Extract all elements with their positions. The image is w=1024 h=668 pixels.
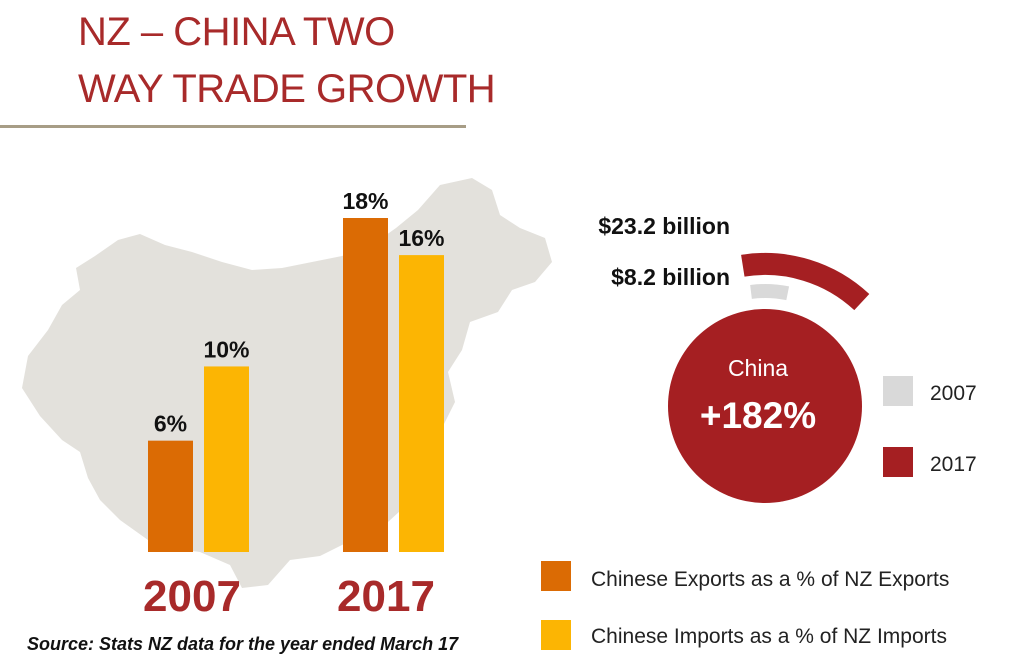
china-map-icon bbox=[22, 178, 552, 588]
bar-imports-2017 bbox=[399, 255, 444, 552]
bar-value-label: 6% bbox=[154, 411, 187, 437]
legend-swatch-exports bbox=[541, 561, 571, 591]
x-tick-2017: 2017 bbox=[337, 572, 435, 621]
bar-exports-2017 bbox=[343, 218, 388, 552]
amount-label-2007: $8.2 billion bbox=[611, 264, 730, 290]
ring-legend-label-2017: 2017 bbox=[930, 453, 977, 476]
title-line-1: NZ – CHINA TWO bbox=[78, 10, 395, 54]
ring-arc-2007 bbox=[750, 284, 790, 301]
legend-label-exports: Chinese Exports as a % of NZ Exports bbox=[591, 568, 949, 591]
ring-center-label: China bbox=[728, 355, 788, 381]
source-note: Source: Stats NZ data for the year ended… bbox=[27, 634, 459, 654]
legend-swatch-imports bbox=[541, 620, 571, 650]
x-tick-2007: 2007 bbox=[143, 572, 241, 621]
title-divider bbox=[0, 125, 466, 128]
legend-label-imports: Chinese Imports as a % of NZ Imports bbox=[591, 625, 947, 648]
ring-arc-2017 bbox=[741, 252, 870, 311]
page-title: NZ – CHINA TWO WAY TRADE GROWTH bbox=[78, 4, 598, 118]
bar-group: 6% 18% 10% 16% bbox=[148, 188, 445, 552]
ring-legend-label-2007: 2007 bbox=[930, 382, 977, 405]
ring-legend-swatch-2017 bbox=[883, 447, 913, 477]
title-line-2: WAY TRADE GROWTH bbox=[78, 67, 496, 111]
bar-imports-2007 bbox=[204, 366, 249, 552]
bar-value-label: 18% bbox=[342, 188, 388, 214]
ring-center-value: +182% bbox=[700, 395, 816, 436]
amount-label-2017: $23.2 billion bbox=[598, 213, 730, 239]
bar-exports-2007 bbox=[148, 440, 193, 552]
ring-center-circle bbox=[668, 309, 862, 503]
ring-legend-swatch-2007 bbox=[883, 376, 913, 406]
bar-value-label: 16% bbox=[398, 225, 444, 251]
bar-value-label: 10% bbox=[203, 336, 249, 362]
